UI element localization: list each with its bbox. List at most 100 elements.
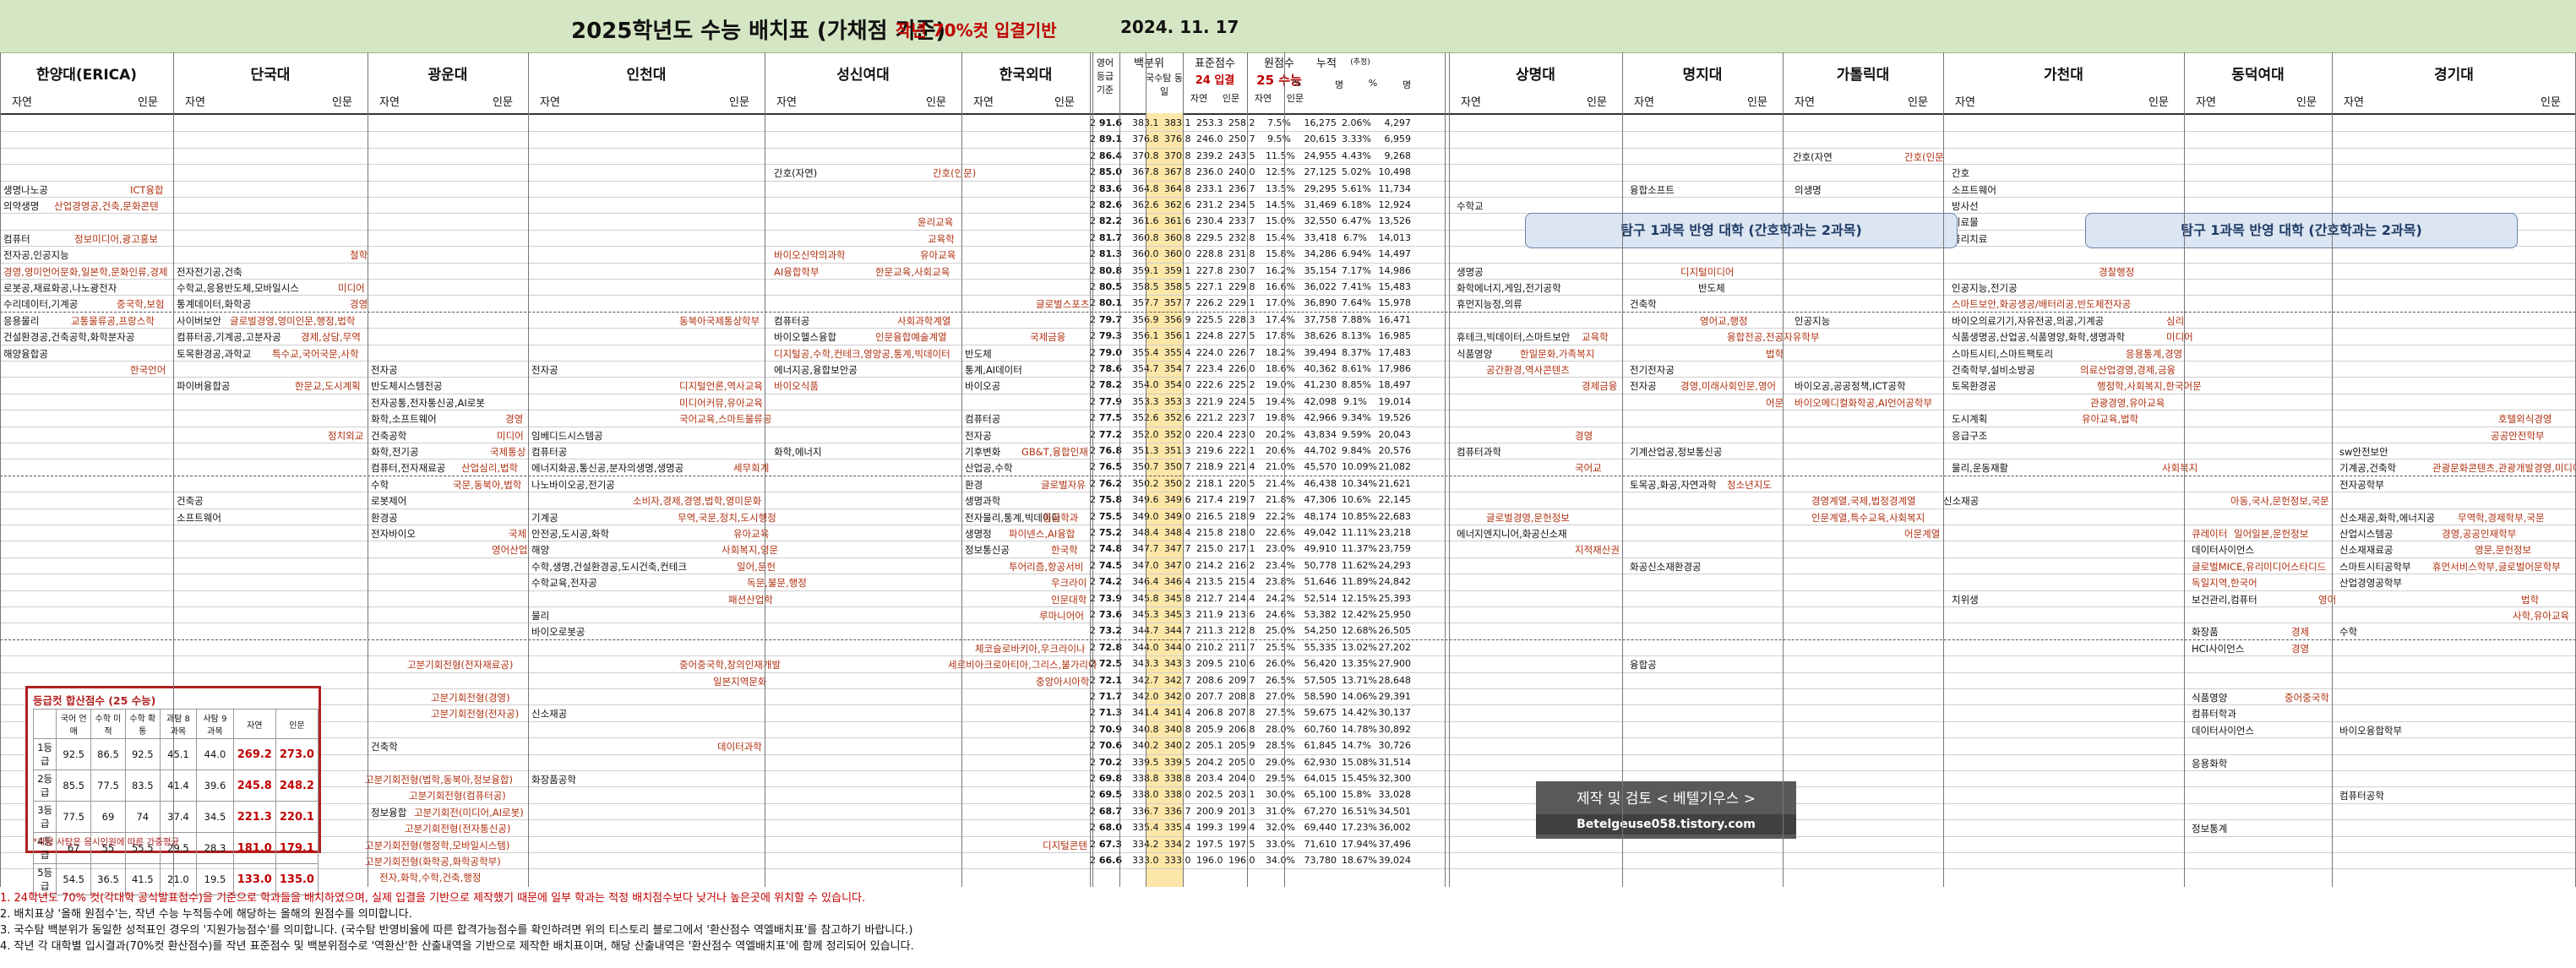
department-entry[interactable]: 토목환경공,과학교 [177,347,252,360]
department-entry[interactable]: 유아교육 [920,249,956,262]
university-header[interactable]: 명지대 [1682,67,1723,84]
score-cell-a[interactable]: 19.8% [1266,412,1295,424]
department-entry[interactable]: 국제금융 [1030,331,1066,344]
track-science-label[interactable]: 자연 [1955,96,1975,109]
score-cell-c[interactable]: 9.84% [1342,445,1371,456]
score-cell-r1[interactable]: 216.5 [1196,510,1223,522]
score-cell-b[interactable]: 49,910 [1304,543,1337,555]
department-entry[interactable]: 바이오헬스융합 [774,331,837,344]
score-cell-r1[interactable]: 230.4 [1196,215,1223,227]
department-entry[interactable]: 아동,국사,문헌정보,국문 [2230,495,2329,508]
score-cell-p[interactable]: 75.2 [1098,527,1122,538]
score-cell-s2[interactable]: 353.3 [1164,395,1191,407]
panel-cell[interactable]: 19.5 [196,863,234,895]
panel-cell[interactable]: 179.1 [275,832,319,864]
score-cell-r1[interactable]: 217.4 [1196,494,1223,506]
score-cell-s1[interactable]: 340.8 [1132,724,1159,735]
score-cell-b[interactable]: 52,514 [1304,592,1337,604]
department-entry[interactable]: 고분기회전형(법학,동북아,정보융합) [365,774,513,786]
department-entry[interactable]: 토목환경공 [1952,380,1996,393]
column-divider[interactable] [2332,52,2333,887]
score-cell-a[interactable]: 27.0% [1266,691,1295,702]
department-entry[interactable]: 로봇제어 [371,495,407,508]
department-entry[interactable]: 수리데이터,기계공 [3,298,79,311]
score-cell-r2[interactable]: 225.2 [1228,379,1255,391]
department-entry[interactable]: 전자,화학,수학,건축,행정 [379,872,482,884]
score-cell-s1[interactable]: 338.0 [1132,789,1159,800]
department-entry[interactable]: 휴먼지능정,의류 [1457,298,1522,311]
department-entry[interactable]: 해양 [531,544,550,557]
score-cell-p[interactable]: 72.5 [1098,658,1122,670]
score-cell-c[interactable]: 9.34% [1342,412,1371,424]
score-cell-c[interactable]: 16.51% [1342,805,1377,817]
score-cell-p[interactable]: 86.4 [1098,150,1122,161]
department-entry[interactable]: 고분기회전형(화학공,화학공학부) [365,856,501,867]
department-entry[interactable]: 청소년지도 [1727,478,1772,491]
department-entry[interactable]: 기후변화 [965,446,1001,458]
score-cell-p[interactable]: 79.7 [1098,313,1122,325]
score-cell-d[interactable]: 6,959 [1384,133,1412,145]
panel-cell[interactable]: 269.2 [232,738,276,770]
row-divider[interactable] [0,819,2576,821]
score-cell-s2[interactable]: 339.5 [1164,756,1191,768]
score-cell-b[interactable]: 62,930 [1304,756,1337,768]
department-entry[interactable]: 스마트시티,스마트팩토리 [1952,347,2054,360]
track-humanities-label[interactable]: 인문 [2541,96,2561,109]
department-entry[interactable]: 중어중국학,창의인재개발 [679,659,782,672]
score-cell-a[interactable]: 13.5% [1266,182,1295,194]
middle-header-cell[interactable]: 국수탐 동일 [1146,73,1183,97]
score-cell-s2[interactable]: 344.7 [1164,625,1191,637]
score-cell-c[interactable]: 11.62% [1342,559,1377,571]
panel-cell[interactable]: 5등급 [32,863,57,895]
score-cell-b[interactable]: 36,022 [1304,281,1337,292]
department-entry[interactable]: 지적재산권 [1575,544,1620,557]
score-cell-p[interactable]: 79.0 [1098,346,1122,358]
score-cell-r2[interactable]: 203.1 [1228,789,1255,801]
department-entry[interactable]: 파이버융합공 [177,380,231,393]
row-divider[interactable] [0,361,2576,362]
department-entry[interactable]: 유아교육,법학 [2082,413,2139,426]
score-cell-a[interactable]: 9.5% [1267,133,1291,145]
score-cell-d[interactable]: 4,297 [1384,117,1412,128]
score-cell-s2[interactable]: 367.8 [1164,166,1191,178]
score-cell-c[interactable]: 8.61% [1342,363,1371,374]
score-cell-p[interactable]: 82.2 [1098,215,1122,227]
middle-header-cell[interactable]: 명 [1402,79,1412,90]
score-cell-b[interactable]: 65,100 [1304,789,1337,801]
score-cell-c[interactable]: 14.42% [1342,707,1377,719]
score-cell-b[interactable]: 27,125 [1304,166,1337,178]
department-entry[interactable]: 간호 [1952,167,1970,180]
department-entry[interactable]: 토목공,화공,자연과학 [1630,478,1717,491]
score-cell-p[interactable]: 89.1 [1098,133,1122,145]
department-entry[interactable]: 인문계열,특수교육,사회복지 [1811,511,1925,524]
track-science-label[interactable]: 자연 [1794,96,1815,109]
middle-header-cell[interactable]: 누적 [1316,57,1337,70]
department-entry[interactable]: 사회과학계열 [897,314,951,327]
score-cell-r1[interactable]: 215.8 [1196,527,1223,538]
department-entry[interactable]: 동북아국제통상학부 [679,314,760,327]
score-cell-p[interactable]: 74.8 [1098,543,1122,555]
department-entry[interactable]: 융합소프트 [1630,183,1675,196]
department-entry[interactable]: 건축학부,설비소방공 [1952,364,2035,376]
score-cell-r2[interactable]: 243.5 [1228,150,1255,161]
department-entry[interactable]: HCI사이언스 [2192,642,2245,655]
column-divider[interactable] [1183,52,1184,887]
score-cell-a[interactable]: 33.0% [1266,838,1295,850]
score-cell-p[interactable]: 76.5 [1098,461,1122,473]
department-entry[interactable]: 기계산업공,정보통신공 [1630,446,1723,458]
middle-header-cell[interactable]: 명 [1334,79,1344,90]
department-entry[interactable]: 컴퓨터학과 [2192,708,2236,721]
score-cell-r2[interactable]: 201.3 [1228,805,1255,817]
department-entry[interactable]: 글로벌MICE,유리미디어스타디드 [2192,560,2327,573]
score-cell-r1[interactable]: 227.8 [1196,264,1223,276]
score-cell-c[interactable]: 14.7% [1342,740,1371,752]
score-cell-a[interactable]: 11.5% [1266,150,1295,161]
score-cell-b[interactable]: 48,174 [1304,510,1337,522]
department-entry[interactable]: 호텔외식경영 [2498,413,2552,426]
department-entry[interactable]: 인문대학 [1051,593,1087,606]
score-cell-s2[interactable]: 352.0 [1164,428,1191,440]
department-entry[interactable]: 무역,국문,정치,도시행정 [678,511,776,524]
university-header[interactable]: 한양대(ERICA) [35,67,138,84]
score-cell-c[interactable]: 14.06% [1342,691,1377,702]
score-cell-c[interactable]: 11.37% [1342,543,1377,555]
